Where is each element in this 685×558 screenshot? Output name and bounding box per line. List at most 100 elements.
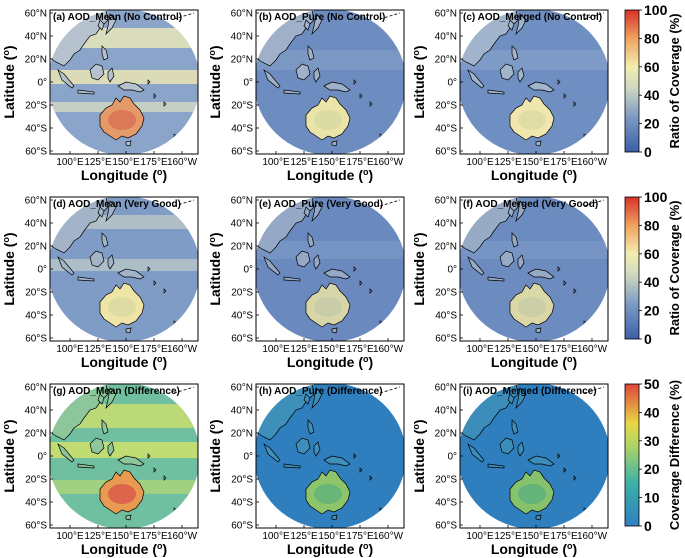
- lon-tick-label: 150°E: [522, 344, 550, 355]
- land-sulawesi: [107, 254, 115, 270]
- lat-tick-label: 20°S: [231, 101, 253, 112]
- land-islands2: [163, 288, 167, 294]
- land-tasmania: [331, 327, 338, 334]
- land-sulawesi: [517, 441, 525, 457]
- land-java: [283, 463, 301, 469]
- lon-tick-label: 125°E: [84, 344, 112, 355]
- lon-tick-label: 125°E: [494, 531, 522, 542]
- colorbar-tick-label: 30: [644, 433, 660, 449]
- map-field: [49, 383, 198, 528]
- y-axis-label: Latitude (o): [411, 232, 427, 305]
- panel-title: (c) AOD_Merged (No Control): [463, 12, 602, 23]
- colorbar-label: Ratio of Coverage (%): [667, 13, 682, 148]
- land-newguinea: [323, 455, 351, 467]
- lat-tick-label: 20°N: [435, 429, 457, 440]
- lat-tick-label: 60°S: [231, 334, 253, 345]
- land-nzNorth: [379, 320, 387, 332]
- land-nzNorth: [173, 133, 181, 145]
- land-newguinea: [527, 455, 555, 467]
- land-nzNorth: [379, 133, 387, 145]
- australia-interior: [518, 484, 546, 504]
- land-islands1: [563, 93, 567, 99]
- lon-tick-label: 160°W: [167, 157, 198, 168]
- land-sumatra: [57, 69, 75, 89]
- lat-tick-label: 60°N: [231, 383, 253, 394]
- land-islands1: [359, 280, 363, 286]
- lat-tick-label: 0°: [37, 452, 47, 463]
- australia-interior: [518, 297, 546, 317]
- australia-interior: [108, 110, 136, 130]
- colorbar-tick-label: 40: [644, 404, 660, 420]
- colorbar-tick-label: 10: [644, 490, 660, 506]
- land-nzSouth: [371, 143, 383, 153]
- land-japan: [105, 200, 117, 223]
- lat-tick-label: 60°N: [25, 9, 47, 20]
- y-axis-label: Latitude (o): [207, 232, 223, 305]
- lat-tick-label: 20°S: [231, 475, 253, 486]
- lat-tick-label: 40°N: [25, 406, 47, 417]
- colorbar-tick-label: 40: [644, 87, 660, 103]
- land-japan: [311, 13, 323, 36]
- land-islands3: [147, 453, 151, 459]
- land-nzSouth: [575, 517, 587, 527]
- lon-tick-label: 150°E: [112, 157, 140, 168]
- colorbar-tick-label: 60: [644, 59, 660, 75]
- lat-tick-label: 20°S: [435, 475, 457, 486]
- dateline-marker: [379, 386, 401, 394]
- land-korea: [303, 206, 311, 218]
- land-sumatra: [263, 256, 281, 276]
- lat-tick-label: 20°S: [435, 288, 457, 299]
- colorbar-tick-label: 0: [644, 331, 652, 347]
- lon-tick-label: 150°E: [112, 344, 140, 355]
- lat-tick-label: 60°S: [231, 147, 253, 158]
- x-axis-label: Longitude (o): [81, 167, 167, 183]
- lat-tick-label: 40°N: [231, 219, 253, 230]
- lon-tick-label: 175°E: [140, 157, 168, 168]
- land-islands1: [359, 93, 363, 99]
- lon-tick-label: 125°E: [290, 157, 318, 168]
- australia-interior: [314, 484, 342, 504]
- land-java: [77, 276, 95, 282]
- lat-tick-label: 0°: [447, 452, 457, 463]
- land-islands3: [557, 453, 561, 459]
- panel-title: (h) AOD_Pure (Difference): [259, 386, 383, 397]
- colorbar-tick-label: 80: [644, 217, 660, 233]
- lon-tick-label: 175°E: [550, 344, 578, 355]
- lon-tick-label: 125°E: [84, 157, 112, 168]
- lat-tick-label: 20°S: [25, 101, 47, 112]
- land-philippines: [307, 232, 315, 248]
- x-axis-label: Longitude (o): [287, 354, 373, 370]
- dateline-marker: [173, 12, 195, 20]
- lon-tick-label: 125°E: [290, 344, 318, 355]
- land-java: [487, 89, 505, 95]
- lat-tick-label: 40°N: [231, 406, 253, 417]
- land-philippines: [101, 419, 109, 435]
- land-islands2: [573, 475, 577, 481]
- panel-title: (f) AOD_Merged (Very Good): [463, 199, 598, 210]
- land-islands1: [153, 93, 157, 99]
- lat-tick-label: 60°S: [25, 147, 47, 158]
- land-islands2: [369, 475, 373, 481]
- lat-tick-label: 40°N: [25, 32, 47, 43]
- land-nzNorth: [173, 320, 181, 332]
- coverage-band: [256, 241, 404, 259]
- lon-tick-label: 100°E: [56, 344, 84, 355]
- colorbar-gradient: [624, 9, 640, 153]
- land-borneo: [89, 250, 105, 268]
- lat-tick-label: 20°N: [25, 429, 47, 440]
- land-japan: [311, 387, 323, 410]
- x-axis-label: Longitude (o): [287, 167, 373, 183]
- map-field: [459, 196, 608, 341]
- dateline-marker: [583, 12, 605, 20]
- map-field: [255, 9, 404, 154]
- lat-tick-label: 60°N: [25, 383, 47, 394]
- lon-tick-label: 175°E: [140, 531, 168, 542]
- coverage-band: [50, 259, 198, 271]
- lon-tick-label: 150°E: [318, 531, 346, 542]
- land-sulawesi: [517, 254, 525, 270]
- lat-tick-label: 0°: [243, 265, 253, 276]
- map-field: [255, 196, 404, 341]
- lat-tick-label: 20°N: [231, 429, 253, 440]
- land-japan: [105, 387, 117, 410]
